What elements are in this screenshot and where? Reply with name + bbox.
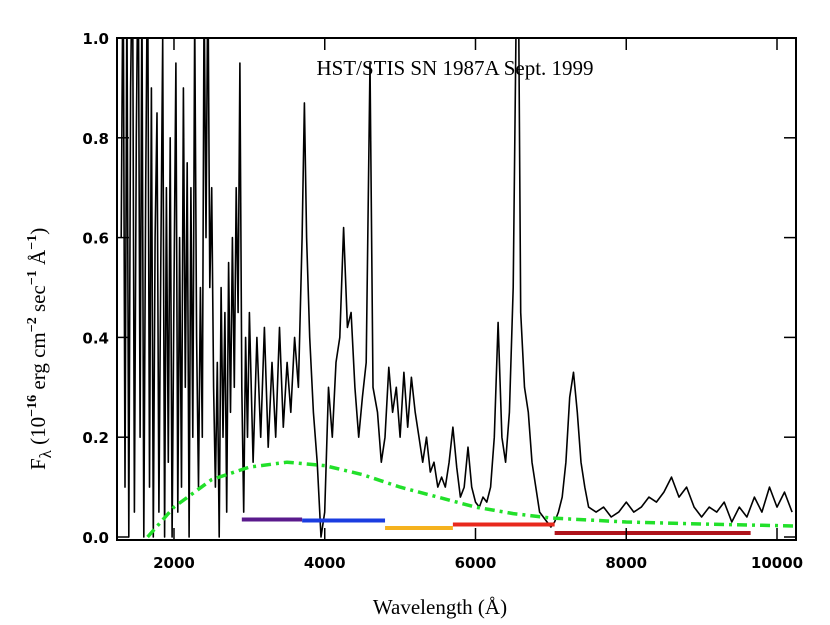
- y-tick-label: 1.0: [82, 30, 109, 48]
- data-line: [120, 38, 793, 538]
- y-tick-label: 0.4: [82, 329, 109, 347]
- y-tick-label: 0.6: [82, 230, 109, 248]
- chart-title: HST/STIS SN 1987A Sept. 1999: [316, 56, 593, 80]
- y-tick-label: 0.0: [82, 529, 109, 547]
- x-tick-label: 10000: [751, 554, 803, 572]
- data-line: [146, 460, 796, 539]
- y-tick-label: 0.8: [82, 130, 109, 148]
- x-tick-label: 6000: [455, 554, 497, 572]
- x-axis-label: Wavelength (Å): [373, 595, 507, 619]
- y-axis-label: Fλ (10−16 erg cm−2 sec−1 Å−1): [25, 228, 55, 470]
- x-tick-label: 2000: [153, 554, 195, 572]
- y-tick-label: 0.2: [82, 429, 109, 447]
- x-tick-label: 4000: [304, 554, 346, 572]
- plot-frame: [116, 37, 797, 541]
- x-tick-label: 8000: [605, 554, 647, 572]
